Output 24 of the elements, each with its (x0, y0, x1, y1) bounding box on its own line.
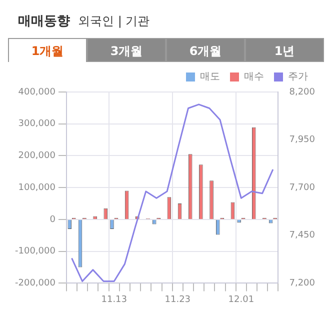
y2-tick-label: 7,450 (289, 230, 316, 241)
y2-tick-label: 7,950 (289, 135, 316, 146)
y2-tick-label: 7,700 (289, 182, 316, 193)
y-tick-label: 200,000 (18, 151, 56, 162)
y-tick-label: 100,000 (18, 182, 56, 193)
text: 6개월 (166, 38, 245, 62)
y-tick-label: -100,000 (14, 246, 56, 257)
text: 1년 (245, 38, 324, 62)
text: 3개월 (87, 38, 166, 62)
y-tick-label: -200,000 (14, 278, 56, 289)
y2-tick-label: 8,200 (289, 87, 316, 98)
legend-label: 매수 (244, 72, 264, 83)
chart-subtitle: 외국인 | 기관 (78, 13, 150, 30)
chart-title: 매매동향 (18, 13, 70, 30)
y-tick-label: 400,000 (18, 87, 56, 98)
x-tick-label: 11.13 (101, 294, 127, 305)
y2-tick-label: 7,200 (289, 278, 316, 289)
y-tick-label: 0 (50, 214, 56, 225)
y-tick-label: 300,000 (18, 119, 56, 130)
text: 1개월 (8, 38, 87, 62)
legend-label: 주가 (288, 72, 308, 83)
x-tick-label: 11.23 (164, 294, 191, 305)
legend-label: 매도 (200, 72, 220, 83)
x-tick-label: 12.01 (228, 294, 254, 305)
